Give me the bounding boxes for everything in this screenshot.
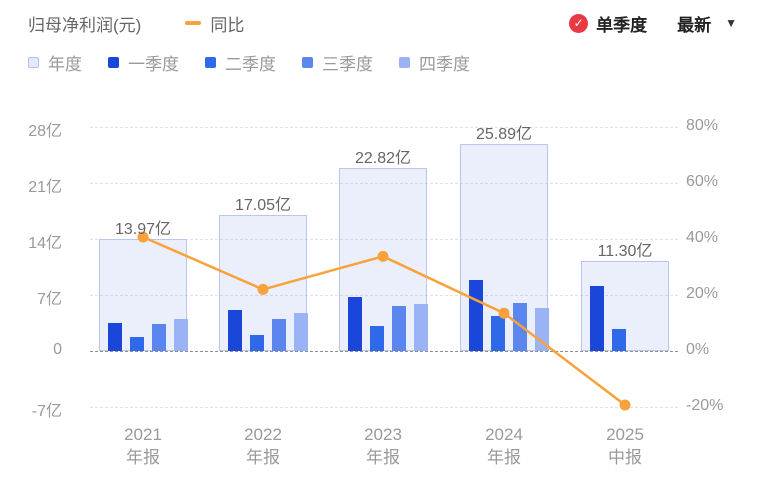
quarter-bar[interactable]: [250, 335, 264, 351]
dropdown-caret-icon: ▼: [725, 16, 737, 30]
y-axis-left-tick: 14亿: [28, 235, 62, 252]
x-axis-label: 2022 年报: [244, 425, 282, 467]
legend-item-q2[interactable]: 二季度: [205, 50, 276, 75]
y-axis-right-tick: 40%: [686, 229, 719, 246]
y-axis-left-tick: 28亿: [28, 123, 62, 140]
y-axis-right-tick: 60%: [686, 173, 719, 190]
quarter-bar[interactable]: [108, 323, 122, 351]
y-axis-right-tick: 20%: [686, 285, 719, 302]
annual-value-label: 17.05亿: [234, 196, 292, 214]
quarter-bar[interactable]: [152, 323, 166, 351]
quarter-bar[interactable]: [370, 326, 384, 351]
yoy-line-swatch-icon: [185, 21, 202, 25]
quarter-bar[interactable]: [469, 279, 483, 351]
annual-value-label: 13.97亿: [114, 221, 172, 239]
quarter-bar[interactable]: [174, 319, 188, 351]
legend-item-q1-swatch-icon: [108, 57, 119, 68]
y-axis-left-tick: 0: [53, 341, 62, 358]
legend-item-q3-swatch-icon: [302, 57, 313, 68]
legend-item-yoy-label: 同比: [210, 15, 245, 35]
quarter-bar[interactable]: [535, 307, 549, 351]
legend-item-annual-swatch-icon: [28, 57, 39, 68]
legend-item-q4-label: 四季度: [419, 55, 470, 74]
gridline: [90, 407, 678, 408]
legend-item-q4[interactable]: 四季度: [399, 50, 470, 75]
gridline: [90, 127, 678, 128]
annual-value-label: 11.30亿: [597, 242, 653, 260]
gridline: [90, 183, 678, 184]
yoy-point[interactable]: [257, 283, 269, 295]
y-axis-left-tick: 7亿: [37, 291, 62, 308]
x-axis-label: 2024 年报: [485, 425, 523, 467]
legend-item-annual-label: 年度: [48, 55, 82, 74]
latest-dropdown-label: 最新: [677, 15, 712, 35]
yoy-point[interactable]: [137, 231, 149, 243]
yoy-point[interactable]: [498, 307, 510, 319]
x-axis-label: 2023 年报: [364, 425, 402, 467]
x-axis-label: 2025 中报: [606, 425, 644, 467]
legend-item-yoy[interactable]: 同比: [185, 11, 244, 36]
y-axis-left-tick: -7亿: [31, 403, 62, 420]
quarter-bar[interactable]: [612, 329, 626, 351]
quarter-bar[interactable]: [513, 303, 527, 351]
legend-item-q3[interactable]: 三季度: [302, 50, 373, 75]
legend-item-q2-label: 二季度: [225, 55, 276, 74]
quarter-bar[interactable]: [414, 303, 428, 351]
quarter-bar[interactable]: [228, 310, 242, 351]
y-axis-right-tick: -20%: [686, 397, 724, 414]
legend-item-annual[interactable]: 年度: [28, 50, 82, 75]
annual-value-label: 25.89亿: [475, 125, 533, 143]
chart-title: 归母净利润(元): [28, 15, 142, 35]
annual-value-label: 22.82亿: [354, 150, 412, 168]
quarter-bar[interactable]: [392, 306, 406, 351]
series-legend: 年度 一季度 二季度 三季度 四季度: [28, 50, 496, 75]
legend-item-q2-swatch-icon: [205, 57, 216, 68]
legend-item-q3-label: 三季度: [322, 55, 373, 74]
y-axis-left-tick: 21亿: [28, 179, 62, 196]
quarter-bar[interactable]: [491, 315, 505, 351]
check-circle-icon[interactable]: ✓: [569, 13, 589, 33]
legend-item-q4-swatch-icon: [399, 57, 410, 68]
quarter-bar[interactable]: [348, 297, 362, 351]
legend-item-q1-label: 一季度: [128, 55, 179, 74]
quarter-bar[interactable]: [272, 319, 286, 351]
latest-dropdown[interactable]: 最新 ▼: [677, 11, 737, 36]
y-axis-right-tick: 0%: [686, 341, 710, 358]
y-axis-right-tick: 80%: [686, 117, 719, 134]
chart-header: 归母净利润(元) 同比 ✓ 单季度 最新 ▼: [28, 11, 737, 35]
quarter-bar[interactable]: [294, 313, 308, 351]
legend-item-q1[interactable]: 一季度: [108, 50, 179, 75]
x-axis-label: 2021 年报: [124, 425, 162, 467]
yoy-point[interactable]: [619, 399, 631, 411]
yoy-point[interactable]: [377, 250, 389, 262]
quarter-bar[interactable]: [130, 337, 144, 351]
single-quarter-toggle-label[interactable]: 单季度: [596, 15, 648, 35]
zero-gridline: [90, 351, 678, 352]
quarter-bar[interactable]: [590, 286, 604, 351]
